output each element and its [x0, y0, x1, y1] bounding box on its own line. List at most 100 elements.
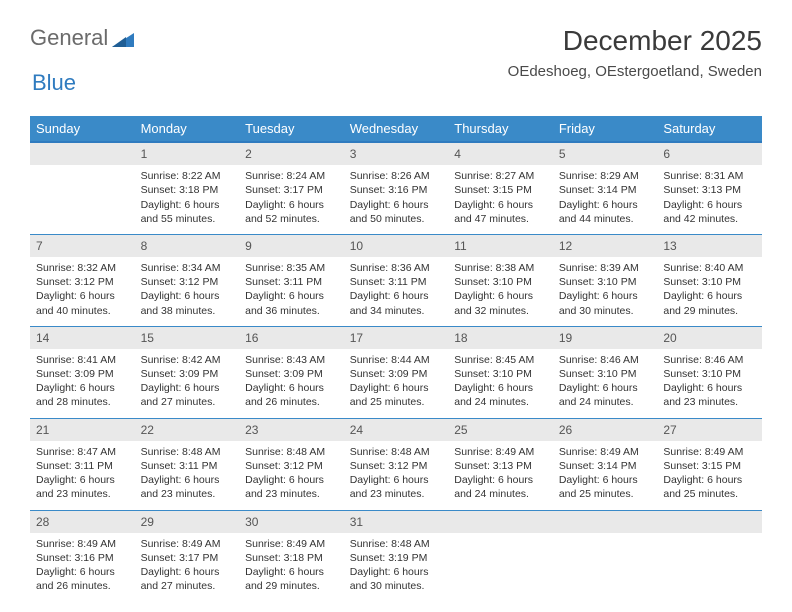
day-number: 4 — [448, 143, 553, 165]
sunrise-text: Sunrise: 8:42 AM — [141, 353, 234, 367]
sunset-text: Sunset: 3:14 PM — [559, 183, 652, 197]
daylight-text: Daylight: 6 hours and 28 minutes. — [36, 381, 129, 409]
calendar-table: Sunday Monday Tuesday Wednesday Thursday… — [30, 116, 762, 601]
day-body: Sunrise: 8:46 AMSunset: 3:10 PMDaylight:… — [657, 349, 762, 418]
day-number: 14 — [30, 327, 135, 349]
day-number: 23 — [239, 419, 344, 441]
day-body: Sunrise: 8:49 AMSunset: 3:15 PMDaylight:… — [657, 441, 762, 510]
calendar-cell — [553, 510, 658, 601]
sunset-text: Sunset: 3:15 PM — [663, 459, 756, 473]
sunrise-text: Sunrise: 8:31 AM — [663, 169, 756, 183]
sunrise-text: Sunrise: 8:29 AM — [559, 169, 652, 183]
daylight-text: Daylight: 6 hours and 38 minutes. — [141, 289, 234, 317]
day-header: Tuesday — [239, 116, 344, 142]
day-body: Sunrise: 8:49 AMSunset: 3:13 PMDaylight:… — [448, 441, 553, 510]
daylight-text: Daylight: 6 hours and 23 minutes. — [350, 473, 443, 501]
calendar-cell: 11Sunrise: 8:38 AMSunset: 3:10 PMDayligh… — [448, 234, 553, 326]
day-number: 5 — [553, 143, 658, 165]
sunset-text: Sunset: 3:17 PM — [245, 183, 338, 197]
day-body: Sunrise: 8:45 AMSunset: 3:10 PMDaylight:… — [448, 349, 553, 418]
calendar-week: 14Sunrise: 8:41 AMSunset: 3:09 PMDayligh… — [30, 326, 762, 418]
day-header: Sunday — [30, 116, 135, 142]
calendar-cell: 10Sunrise: 8:36 AMSunset: 3:11 PMDayligh… — [344, 234, 449, 326]
sunset-text: Sunset: 3:18 PM — [141, 183, 234, 197]
day-body: Sunrise: 8:27 AMSunset: 3:15 PMDaylight:… — [448, 165, 553, 234]
day-number: 20 — [657, 327, 762, 349]
calendar-cell: 19Sunrise: 8:46 AMSunset: 3:10 PMDayligh… — [553, 326, 658, 418]
daylight-text: Daylight: 6 hours and 34 minutes. — [350, 289, 443, 317]
daylight-text: Daylight: 6 hours and 40 minutes. — [36, 289, 129, 317]
daylight-text: Daylight: 6 hours and 24 minutes. — [559, 381, 652, 409]
calendar-cell — [448, 510, 553, 601]
daylight-text: Daylight: 6 hours and 32 minutes. — [454, 289, 547, 317]
day-body: Sunrise: 8:49 AMSunset: 3:14 PMDaylight:… — [553, 441, 658, 510]
sunrise-text: Sunrise: 8:38 AM — [454, 261, 547, 275]
day-body: Sunrise: 8:31 AMSunset: 3:13 PMDaylight:… — [657, 165, 762, 234]
day-number: 9 — [239, 235, 344, 257]
day-body: Sunrise: 8:32 AMSunset: 3:12 PMDaylight:… — [30, 257, 135, 326]
sunrise-text: Sunrise: 8:49 AM — [141, 537, 234, 551]
day-number: 31 — [344, 511, 449, 533]
sunset-text: Sunset: 3:16 PM — [36, 551, 129, 565]
day-number: 13 — [657, 235, 762, 257]
day-body: Sunrise: 8:38 AMSunset: 3:10 PMDaylight:… — [448, 257, 553, 326]
sunrise-text: Sunrise: 8:22 AM — [141, 169, 234, 183]
calendar-cell: 6Sunrise: 8:31 AMSunset: 3:13 PMDaylight… — [657, 142, 762, 234]
sunset-text: Sunset: 3:11 PM — [141, 459, 234, 473]
sunrise-text: Sunrise: 8:48 AM — [350, 445, 443, 459]
calendar-cell: 8Sunrise: 8:34 AMSunset: 3:12 PMDaylight… — [135, 234, 240, 326]
sunset-text: Sunset: 3:11 PM — [350, 275, 443, 289]
sunrise-text: Sunrise: 8:40 AM — [663, 261, 756, 275]
daylight-text: Daylight: 6 hours and 44 minutes. — [559, 198, 652, 226]
day-body: Sunrise: 8:42 AMSunset: 3:09 PMDaylight:… — [135, 349, 240, 418]
sunset-text: Sunset: 3:15 PM — [454, 183, 547, 197]
calendar-week: 21Sunrise: 8:47 AMSunset: 3:11 PMDayligh… — [30, 418, 762, 510]
sunset-text: Sunset: 3:09 PM — [36, 367, 129, 381]
day-number: 27 — [657, 419, 762, 441]
sunrise-text: Sunrise: 8:48 AM — [350, 537, 443, 551]
day-number: 24 — [344, 419, 449, 441]
sunrise-text: Sunrise: 8:49 AM — [559, 445, 652, 459]
day-header: Monday — [135, 116, 240, 142]
sunset-text: Sunset: 3:12 PM — [141, 275, 234, 289]
day-number: 6 — [657, 143, 762, 165]
day-number — [30, 143, 135, 165]
day-number: 25 — [448, 419, 553, 441]
daylight-text: Daylight: 6 hours and 25 minutes. — [559, 473, 652, 501]
calendar-cell — [30, 142, 135, 234]
logo-icon — [112, 29, 134, 47]
daylight-text: Daylight: 6 hours and 23 minutes. — [141, 473, 234, 501]
day-number: 21 — [30, 419, 135, 441]
sunrise-text: Sunrise: 8:41 AM — [36, 353, 129, 367]
calendar-cell: 7Sunrise: 8:32 AMSunset: 3:12 PMDaylight… — [30, 234, 135, 326]
day-body: Sunrise: 8:29 AMSunset: 3:14 PMDaylight:… — [553, 165, 658, 234]
calendar-week: 28Sunrise: 8:49 AMSunset: 3:16 PMDayligh… — [30, 510, 762, 601]
day-body: Sunrise: 8:48 AMSunset: 3:12 PMDaylight:… — [239, 441, 344, 510]
sunset-text: Sunset: 3:10 PM — [454, 367, 547, 381]
daylight-text: Daylight: 6 hours and 30 minutes. — [559, 289, 652, 317]
sunrise-text: Sunrise: 8:49 AM — [454, 445, 547, 459]
day-header-row: Sunday Monday Tuesday Wednesday Thursday… — [30, 116, 762, 142]
calendar-cell: 2Sunrise: 8:24 AMSunset: 3:17 PMDaylight… — [239, 142, 344, 234]
day-number: 1 — [135, 143, 240, 165]
sunset-text: Sunset: 3:10 PM — [454, 275, 547, 289]
month-title: December 2025 — [508, 25, 762, 57]
calendar-cell: 15Sunrise: 8:42 AMSunset: 3:09 PMDayligh… — [135, 326, 240, 418]
day-body: Sunrise: 8:41 AMSunset: 3:09 PMDaylight:… — [30, 349, 135, 418]
day-number: 22 — [135, 419, 240, 441]
sunrise-text: Sunrise: 8:49 AM — [663, 445, 756, 459]
day-number: 18 — [448, 327, 553, 349]
day-body: Sunrise: 8:24 AMSunset: 3:17 PMDaylight:… — [239, 165, 344, 234]
day-number: 26 — [553, 419, 658, 441]
sunrise-text: Sunrise: 8:32 AM — [36, 261, 129, 275]
day-number: 30 — [239, 511, 344, 533]
sunrise-text: Sunrise: 8:24 AM — [245, 169, 338, 183]
day-body: Sunrise: 8:44 AMSunset: 3:09 PMDaylight:… — [344, 349, 449, 418]
day-body: Sunrise: 8:49 AMSunset: 3:18 PMDaylight:… — [239, 533, 344, 602]
calendar-cell: 28Sunrise: 8:49 AMSunset: 3:16 PMDayligh… — [30, 510, 135, 601]
sunset-text: Sunset: 3:10 PM — [663, 367, 756, 381]
calendar-week: 7Sunrise: 8:32 AMSunset: 3:12 PMDaylight… — [30, 234, 762, 326]
sunrise-text: Sunrise: 8:45 AM — [454, 353, 547, 367]
day-number: 29 — [135, 511, 240, 533]
daylight-text: Daylight: 6 hours and 26 minutes. — [245, 381, 338, 409]
